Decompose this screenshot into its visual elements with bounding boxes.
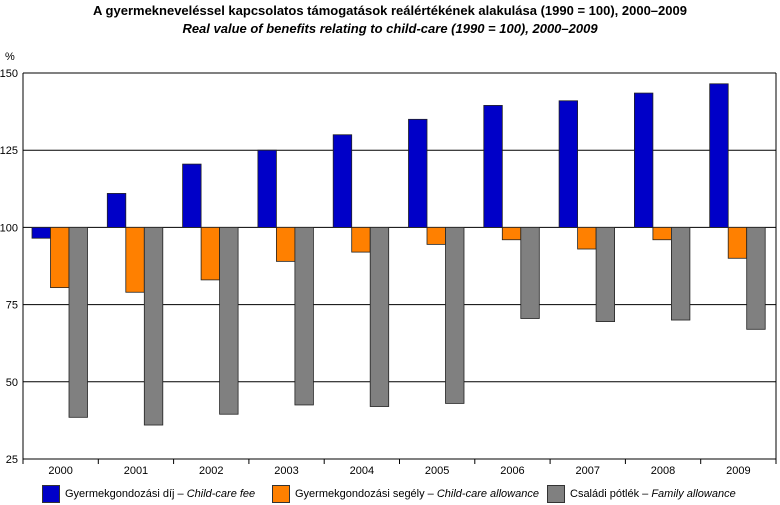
legend-swatch-child-care-allowance: [272, 485, 290, 503]
bar: [369, 226, 390, 407]
bar: [125, 226, 145, 293]
bar: [709, 83, 729, 228]
bar: [595, 226, 615, 322]
bar: [520, 226, 540, 319]
bar: [257, 149, 277, 228]
y-tick-label: 100: [0, 222, 18, 234]
bar: [50, 226, 70, 289]
bar: [445, 226, 465, 404]
y-tick-label: 125: [0, 145, 18, 157]
bar: [31, 226, 51, 239]
bar-chart: 25 50 75 100 125 150% 2000 2001 2002 2003 2004 2005…: [0, 51, 777, 477]
bar: [275, 226, 296, 262]
x-tick-label: 2005: [425, 465, 449, 477]
legend-swatch-family-allowance: [547, 485, 565, 503]
y-tick-label: 150: [0, 68, 18, 80]
bar: [634, 92, 654, 228]
chart-legend: Gyermekgondozási díj – Child-care fee Gy…: [0, 483, 780, 505]
legend-label-child-care-allowance: Gyermekgondozási segély – Child-care all…: [295, 488, 539, 500]
bar: [652, 226, 672, 241]
bar: [558, 100, 578, 228]
bar: [408, 118, 428, 228]
x-tick-label: 2002: [199, 465, 223, 477]
bar: [501, 226, 522, 241]
y-axis-label: %: [5, 51, 15, 63]
x-tick-label: 2000: [48, 465, 72, 477]
chart-subtitle: Real value of benefits relating to child…: [182, 21, 598, 36]
x-tick-label: 2003: [274, 465, 298, 477]
bar: [746, 226, 766, 330]
bar: [294, 226, 314, 406]
bar: [332, 134, 353, 228]
bar: [106, 193, 127, 228]
bar: [483, 105, 503, 228]
y-tick-label: 50: [6, 377, 18, 389]
bar: [143, 226, 164, 426]
bar: [671, 226, 691, 321]
x-tick-label: 2008: [651, 465, 675, 477]
bar: [200, 226, 221, 281]
legend-label-child-care-fee: Gyermekgondozási díj – Child-care fee: [65, 488, 256, 500]
legend-label-family-allowance: Családi pótlék – Family allowance: [570, 488, 736, 500]
chart-title: A gyermekneveléssel kapcsolatos támogatá…: [93, 3, 687, 18]
bar: [219, 226, 239, 415]
bar: [182, 163, 202, 228]
y-tick-label: 75: [6, 300, 18, 312]
y-tick-label: 25: [6, 454, 18, 466]
x-tick-label: 2004: [350, 465, 374, 477]
x-tick-label: 2001: [124, 465, 148, 477]
bar: [426, 226, 446, 245]
x-tick-label: 2009: [726, 465, 750, 477]
legend-swatch-child-care-fee: [42, 485, 60, 503]
bar: [68, 226, 88, 418]
x-tick-label: 2006: [500, 465, 524, 477]
bar: [351, 226, 371, 253]
bar: [727, 226, 748, 259]
bar: [577, 226, 597, 250]
x-tick-label: 2007: [576, 465, 600, 477]
